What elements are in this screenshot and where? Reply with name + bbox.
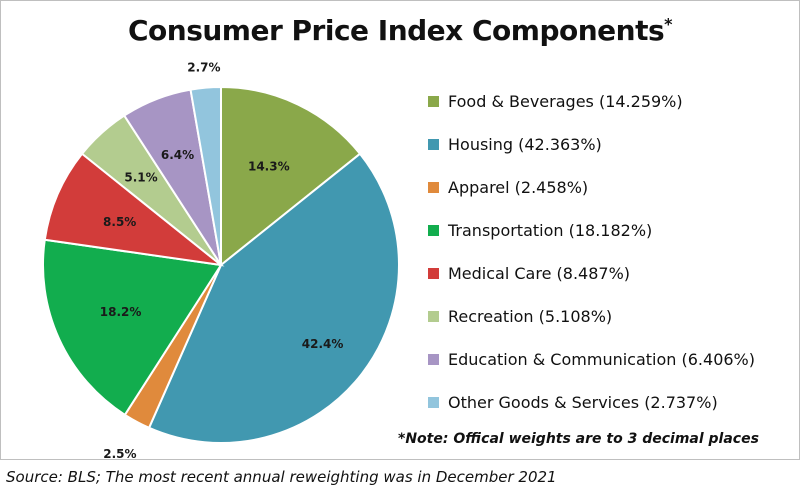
pie-slice-4 (43, 152, 225, 267)
legend-swatch-7 (428, 396, 439, 408)
legend-swatch-5 (428, 310, 439, 322)
legend-item-6: Education & Communication (6.406%) (428, 348, 755, 370)
pie-slice-3 (42, 238, 223, 417)
pie-slice-0 (220, 85, 362, 268)
legend-label-3: Transportation (18.182%) (448, 220, 653, 240)
legend-item-1: Housing (42.363%) (428, 133, 602, 155)
legend-swatch-4 (428, 267, 439, 279)
legend-label-7: Other Goods & Services (2.737%) (448, 392, 718, 412)
legend-swatch-2 (428, 181, 439, 193)
legend-label-1: Housing (42.363%) (448, 134, 602, 154)
chart-source: Source: BLS; The most recent annual rewe… (6, 468, 557, 486)
legend-label-6: Education & Communication (6.406%) (448, 349, 755, 369)
slice-label-2: 2.5% (103, 447, 136, 460)
legend-item-2: Apparel (2.458%) (428, 176, 588, 198)
legend-item-5: Recreation (5.108%) (428, 305, 612, 327)
legend-label-0: Food & Beverages (14.259%) (448, 91, 683, 111)
slice-label-0: 14.3% (248, 160, 290, 174)
legend-item-7: Other Goods & Services (2.737%) (428, 391, 718, 413)
legend-label-4: Medical Care (8.487%) (448, 263, 631, 283)
slice-label-4: 8.5% (103, 215, 136, 229)
chart-title-text: Consumer Price Index Components (127, 14, 665, 47)
slice-label-6: 6.4% (161, 148, 194, 162)
chart-title: Consumer Price Index Components* (0, 14, 800, 47)
legend-label-5: Recreation (5.108%) (448, 306, 613, 326)
legend-item-3: Transportation (18.182%) (428, 219, 652, 241)
slice-label-3: 18.2% (100, 305, 142, 319)
pie-chart: 14.3% 42.4% 2.5% 18.2% 8.5% 5.1% 6.4% 2.7% (42, 60, 400, 460)
chart-note: *Note: Offical weights are to 3 decimal … (398, 431, 759, 447)
pie-slice-1 (147, 152, 400, 444)
pie-slice-7 (189, 85, 222, 266)
chart-title-marker: * (664, 14, 673, 34)
slice-label-7: 2.7% (187, 60, 220, 74)
legend-label-2: Apparel (2.458%) (448, 177, 589, 197)
legend-swatch-1 (428, 138, 439, 150)
legend-swatch-0 (428, 95, 439, 107)
slice-label-1: 42.4% (302, 337, 344, 351)
legend-item-4: Medical Care (8.487%) (428, 262, 630, 284)
legend-swatch-3 (428, 224, 439, 236)
slice-label-5: 5.1% (124, 171, 157, 185)
legend-swatch-6 (428, 353, 439, 365)
legend-item-0: Food & Beverages (14.259%) (428, 90, 683, 112)
